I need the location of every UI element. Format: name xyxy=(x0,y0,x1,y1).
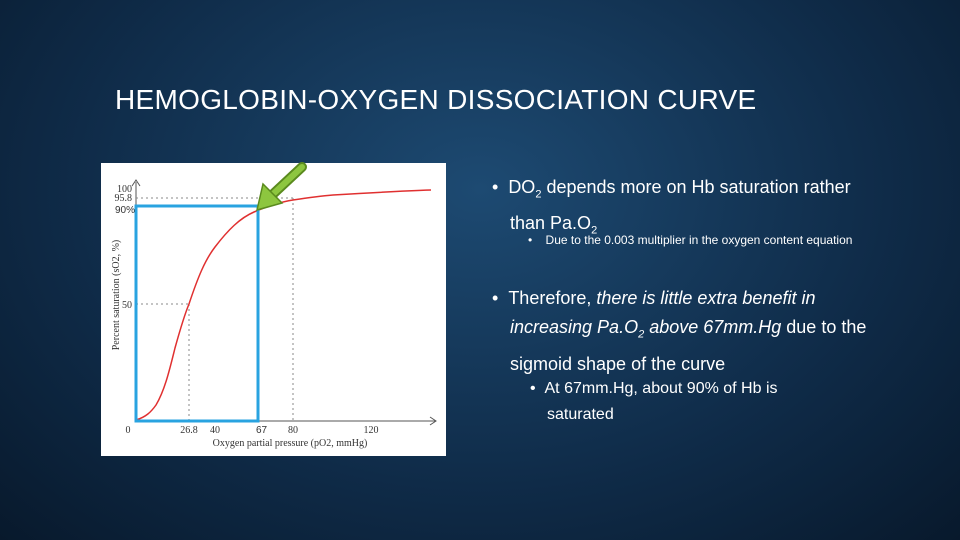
x-axis-label: Oxygen partial pressure (pO2, mmHg) xyxy=(213,438,368,449)
bullet-text: DO xyxy=(508,177,536,197)
y-tick-label: 95.8 xyxy=(115,193,133,204)
x-tick-label: 0 xyxy=(126,425,131,436)
slide-title: HEMOGLOBIN-OXYGEN DISSOCIATION CURVE xyxy=(115,84,757,115)
x-tick-label: 40 xyxy=(210,425,220,436)
x-tick-label: 80 xyxy=(288,425,298,436)
bullet-text: due to the sigmoid shape of the curve xyxy=(510,317,867,374)
x-tick-label: 26.8 xyxy=(180,425,198,436)
bullet-text: depends more on Hb saturation rather tha… xyxy=(510,177,851,233)
y-tick-label: 50 xyxy=(122,300,132,311)
x-tick-label: 120 xyxy=(364,425,379,436)
subscript: 2 xyxy=(591,224,598,237)
sub-bullet: • Due to the 0.003 multiplier in the oxy… xyxy=(528,233,853,247)
bullet: • Therefore, there is little extra benef… xyxy=(492,288,867,374)
bullet-text: above 67mm.Hg xyxy=(644,317,782,337)
dissociation-curve xyxy=(135,189,432,421)
figure-background xyxy=(101,163,446,456)
sub-bullet-text: At 67mm.Hg, about 90% of Hb is saturated xyxy=(544,380,778,423)
bullet-text: Therefore, xyxy=(508,288,597,308)
arrow xyxy=(255,162,307,212)
subscript: 2 xyxy=(535,188,542,201)
bullet-text: there is little extra benefit in increas… xyxy=(510,288,816,337)
overlay-label: 67 xyxy=(256,425,268,436)
y-tick-label: 100 xyxy=(117,184,132,195)
bullet: • DO2 depends more on Hb saturation rath… xyxy=(492,177,851,237)
subscript: 2 xyxy=(638,328,645,341)
sub-bullet: • At 67mm.Hg, about 90% of Hb is saturat… xyxy=(530,380,778,423)
sub-bullet-text: Due to the 0.003 multiplier in the oxyge… xyxy=(545,233,853,247)
highlight-box xyxy=(134,204,260,423)
y-axis-label: Percent saturation (sO2, %) xyxy=(111,240,122,351)
overlay-label: 90% xyxy=(115,205,135,216)
